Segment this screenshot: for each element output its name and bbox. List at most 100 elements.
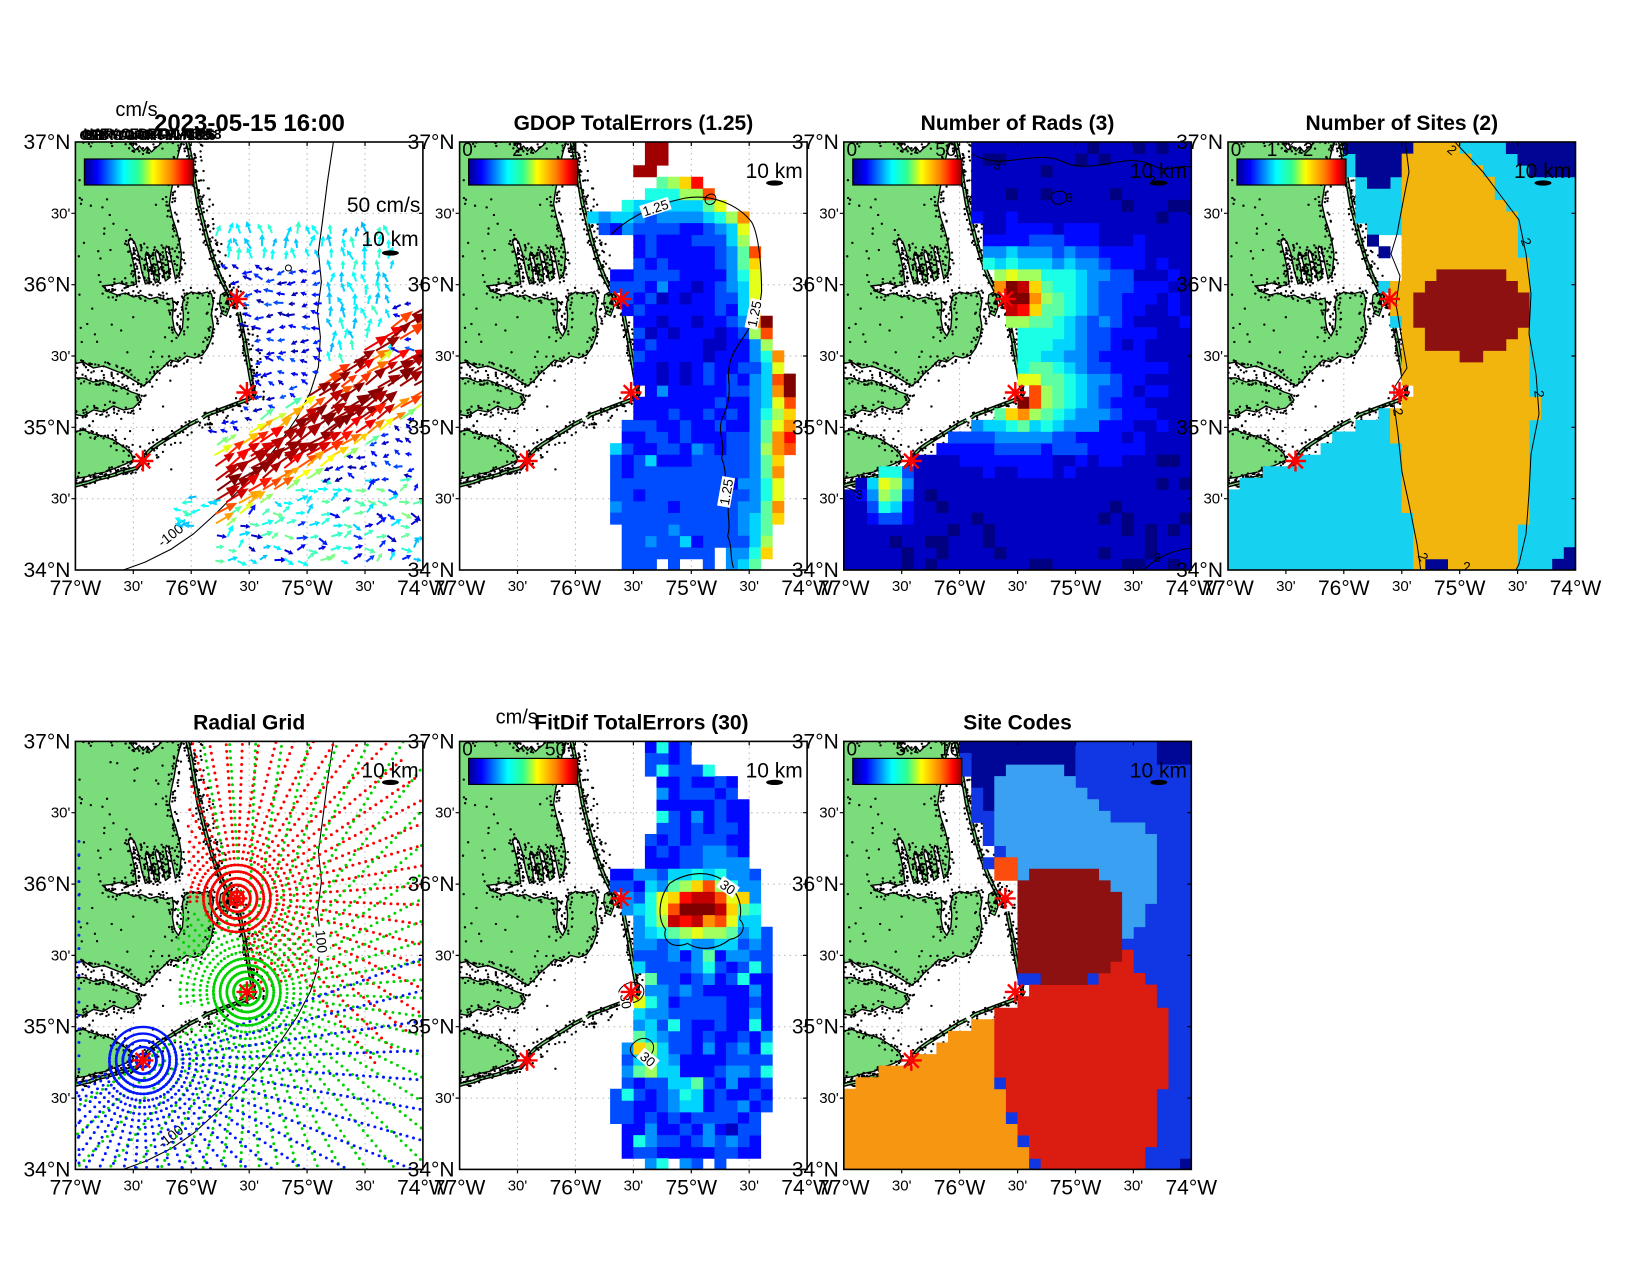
svg-text:76°W: 76°W: [165, 577, 217, 600]
svg-text:34°N: 34°N: [792, 1158, 839, 1181]
svg-text:36°N: 36°N: [23, 274, 70, 297]
svg-text:77°W: 77°W: [818, 577, 870, 600]
svg-text:30': 30': [51, 947, 71, 964]
svg-text:30': 30': [1508, 578, 1528, 595]
svg-text:35°N: 35°N: [408, 416, 455, 439]
svg-text:10: 10: [939, 739, 960, 760]
svg-text:37°N: 37°N: [23, 730, 70, 753]
svg-text:3: 3: [1154, 550, 1161, 565]
svg-text:74°W: 74°W: [1166, 577, 1218, 600]
svg-text:2: 2: [1288, 136, 1296, 151]
svg-text:3: 3: [856, 487, 863, 502]
svg-text:30': 30': [1124, 578, 1144, 595]
svg-text:30': 30': [892, 578, 912, 595]
svg-text:30': 30': [435, 805, 455, 822]
svg-text:77°W: 77°W: [434, 577, 486, 600]
svg-text:75°W: 75°W: [1050, 577, 1102, 600]
svg-text:34°N: 34°N: [408, 559, 455, 582]
svg-text:74°W: 74°W: [781, 1176, 833, 1199]
svg-text:30': 30': [739, 578, 759, 595]
svg-text:Number of Sites (2): Number of Sites (2): [1306, 112, 1499, 135]
svg-text:0: 0: [1231, 140, 1242, 161]
svg-text:Site Codes: Site Codes: [963, 711, 1072, 734]
svg-text:30': 30': [124, 578, 144, 595]
svg-text:35°N: 35°N: [23, 416, 70, 439]
svg-text:37°N: 37°N: [792, 730, 839, 753]
svg-text:GTN WOOD LSL MR 58: GTN WOOD LSL MR 58: [81, 126, 221, 142]
svg-text:0: 0: [462, 140, 473, 161]
svg-text:0: 0: [847, 140, 858, 161]
svg-text:34°N: 34°N: [1176, 559, 1223, 582]
svg-text:50: 50: [935, 140, 956, 161]
svg-text:74°W: 74°W: [781, 577, 833, 600]
svg-text:30': 30': [1392, 578, 1412, 595]
svg-text:CBBT DUCK HAY 1386: CBBT DUCK HAY 1386: [79, 127, 216, 143]
svg-text:74°W: 74°W: [397, 1176, 449, 1199]
svg-text:76°W: 76°W: [165, 1176, 217, 1199]
svg-text:0: 0: [462, 739, 473, 760]
svg-text:3: 3: [1149, 173, 1156, 188]
svg-text:30': 30': [1203, 491, 1223, 508]
svg-text:30': 30': [239, 1177, 259, 1194]
svg-text:75°W: 75°W: [281, 577, 333, 600]
svg-text:34°N: 34°N: [792, 559, 839, 582]
svg-text:36°N: 36°N: [792, 274, 839, 297]
svg-text:3: 3: [1066, 190, 1073, 205]
svg-text:37°N: 37°N: [408, 131, 455, 154]
svg-text:75°W: 75°W: [1050, 1176, 1102, 1199]
svg-text:Number of Rads (3): Number of Rads (3): [921, 112, 1115, 135]
svg-text:77°W: 77°W: [434, 1176, 486, 1199]
svg-text:75°W: 75°W: [666, 577, 718, 600]
svg-text:1: 1: [1267, 140, 1278, 161]
svg-text:76°W: 76°W: [1318, 577, 1370, 600]
svg-text:30': 30': [1276, 578, 1296, 595]
svg-text:74°W: 74°W: [1550, 577, 1602, 600]
svg-text:2: 2: [1327, 139, 1335, 154]
svg-text:35°N: 35°N: [1176, 416, 1223, 439]
svg-text:30': 30': [51, 205, 71, 222]
svg-text:BBXS GRHK MHT 85: BBXS GRHK MHT 85: [85, 127, 211, 143]
svg-text:2: 2: [1390, 407, 1406, 417]
svg-text:37°N: 37°N: [1176, 131, 1223, 154]
svg-text:30': 30': [819, 205, 839, 222]
svg-text:30': 30': [124, 1177, 144, 1194]
svg-text:FitDif TotalErrors (30): FitDif TotalErrors (30): [534, 711, 748, 734]
svg-text:30': 30': [1008, 1177, 1028, 1194]
svg-text:2: 2: [1463, 560, 1471, 575]
svg-text:30: 30: [637, 1049, 658, 1070]
svg-text:30': 30': [819, 491, 839, 508]
svg-text:1.25: 1.25: [745, 300, 765, 329]
svg-text:30': 30': [355, 1177, 375, 1194]
svg-text:34°N: 34°N: [23, 559, 70, 582]
svg-text:Radial Grid: Radial Grid: [193, 711, 305, 734]
svg-text:30': 30': [892, 1177, 912, 1194]
svg-text:30': 30': [624, 1177, 644, 1194]
svg-text:4: 4: [568, 140, 579, 161]
svg-text:77°W: 77°W: [50, 1176, 102, 1199]
svg-text:50: 50: [545, 739, 566, 760]
svg-text:76°W: 76°W: [550, 577, 602, 600]
svg-text:34°N: 34°N: [408, 1158, 455, 1181]
svg-text:77°W: 77°W: [50, 577, 102, 600]
svg-text:30': 30': [819, 1090, 839, 1107]
svg-text:10 km: 10 km: [1514, 160, 1571, 183]
svg-text:76°W: 76°W: [934, 577, 986, 600]
svg-text:76°W: 76°W: [550, 1176, 602, 1199]
svg-text:77°W: 77°W: [818, 1176, 870, 1199]
svg-text:30': 30': [51, 1090, 71, 1107]
svg-text:2: 2: [1531, 390, 1547, 399]
svg-text:30': 30': [739, 1177, 759, 1194]
svg-text:cm/s: cm/s: [496, 706, 538, 728]
svg-text:30': 30': [1203, 205, 1223, 222]
svg-text:30': 30': [239, 578, 259, 595]
svg-text:30': 30': [819, 947, 839, 964]
svg-text:10 km: 10 km: [1130, 759, 1187, 782]
svg-text:30': 30': [819, 348, 839, 365]
svg-text:35°N: 35°N: [792, 1016, 839, 1039]
svg-text:77°W: 77°W: [1202, 577, 1254, 600]
svg-text:30: 30: [717, 877, 738, 898]
svg-text:30': 30': [51, 348, 71, 365]
svg-text:35°N: 35°N: [792, 416, 839, 439]
svg-text:30': 30': [51, 805, 71, 822]
svg-text:10 km: 10 km: [746, 160, 803, 183]
